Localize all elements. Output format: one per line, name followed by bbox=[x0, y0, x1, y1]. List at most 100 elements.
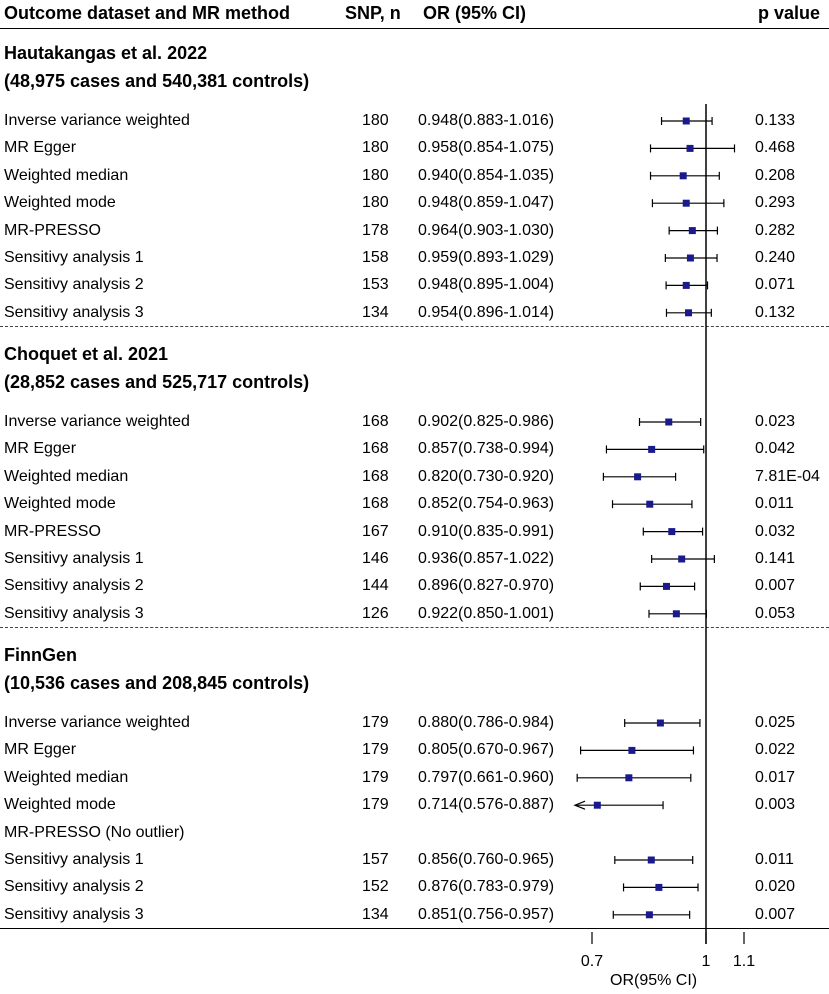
or-ci-text: 0.851(0.756-0.957) bbox=[418, 905, 555, 923]
header-rule bbox=[0, 28, 829, 29]
or-ci-text: 0.940(0.854-1.035) bbox=[418, 166, 555, 184]
bottom-rule bbox=[0, 928, 829, 929]
p-value: 0.007 bbox=[755, 577, 796, 595]
p-value: 0.208 bbox=[755, 166, 796, 184]
point-estimate bbox=[648, 445, 656, 453]
axis-tick-label: 0.7 bbox=[580, 953, 604, 970]
or-ci-text: 0.876(0.783-0.979) bbox=[418, 878, 555, 896]
method-label: MR Egger bbox=[4, 440, 77, 458]
group-subtitle: (28,852 cases and 525,717 controls) bbox=[4, 372, 310, 392]
p-value: 0.017 bbox=[755, 768, 796, 786]
header-or: OR (95% CI) bbox=[423, 3, 527, 23]
or-ci-text: 0.922(0.850-1.001) bbox=[418, 604, 555, 622]
method-label: Sensitivy analysis 1 bbox=[4, 550, 144, 567]
group-title: FinnGen bbox=[4, 645, 77, 665]
or-ci-text: 0.857(0.738-0.994) bbox=[418, 440, 555, 458]
point-estimate bbox=[645, 911, 653, 919]
p-value: 0.071 bbox=[755, 276, 796, 294]
method-label: Weighted median bbox=[4, 166, 129, 184]
method-label: Sensitivy analysis 2 bbox=[4, 878, 144, 896]
point-estimate bbox=[668, 528, 676, 536]
method-label: Sensitivy analysis 3 bbox=[4, 905, 144, 923]
point-estimate bbox=[685, 309, 693, 317]
method-label: Weighted mode bbox=[4, 194, 116, 212]
or-ci-text: 0.714(0.576-0.887) bbox=[418, 796, 555, 814]
point-estimate bbox=[682, 117, 690, 125]
p-value: 0.293 bbox=[755, 194, 796, 212]
snp-count: 157 bbox=[362, 851, 389, 868]
point-estimate bbox=[672, 610, 680, 618]
or-ci-text: 0.910(0.835-0.991) bbox=[418, 522, 555, 540]
p-value: 0.282 bbox=[755, 221, 796, 239]
method-label: MR-PRESSO bbox=[4, 221, 101, 239]
group-divider bbox=[0, 326, 829, 327]
or-ci-text: 0.958(0.854-1.075) bbox=[418, 139, 555, 157]
point-estimate bbox=[665, 418, 673, 426]
snp-count: 179 bbox=[362, 714, 389, 731]
group-divider bbox=[0, 627, 829, 628]
p-value: 0.133 bbox=[755, 112, 796, 129]
method-label: Weighted median bbox=[4, 768, 129, 786]
snp-count: 180 bbox=[362, 166, 389, 184]
truncation-arrow bbox=[573, 800, 586, 810]
point-estimate bbox=[662, 582, 670, 590]
snp-count: 168 bbox=[362, 413, 389, 430]
method-label: MR-PRESSO (No outlier) bbox=[4, 823, 185, 841]
or-ci-text: 0.954(0.896-1.014) bbox=[418, 303, 555, 321]
p-value: 0.022 bbox=[755, 741, 796, 759]
or-ci-text: 0.852(0.754-0.963) bbox=[418, 495, 555, 513]
snp-count: 180 bbox=[362, 139, 389, 157]
method-label: Inverse variance weighted bbox=[4, 714, 190, 731]
point-estimate bbox=[682, 281, 690, 289]
p-value: 0.023 bbox=[755, 413, 796, 430]
snp-count: 168 bbox=[362, 467, 389, 485]
or-ci-text: 0.856(0.760-0.965) bbox=[418, 851, 555, 868]
or-ci-text: 0.820(0.730-0.920) bbox=[418, 467, 555, 485]
method-label: Inverse variance weighted bbox=[4, 112, 190, 129]
method-label: Sensitivy analysis 2 bbox=[4, 276, 144, 294]
p-value: 7.81E-04 bbox=[755, 467, 820, 485]
point-estimate bbox=[628, 746, 636, 754]
p-value: 0.020 bbox=[755, 878, 796, 896]
snp-count: 158 bbox=[362, 249, 389, 266]
method-label: MR Egger bbox=[4, 139, 77, 157]
point-estimate bbox=[647, 856, 655, 864]
axis-tick-label: 1 bbox=[701, 953, 711, 970]
or-ci-text: 0.948(0.895-1.004) bbox=[418, 276, 555, 294]
method-label: Weighted median bbox=[4, 467, 129, 485]
snp-count: 180 bbox=[362, 112, 389, 129]
snp-count: 134 bbox=[362, 905, 389, 923]
method-label: Sensitivy analysis 1 bbox=[4, 851, 144, 868]
or-ci-text: 0.896(0.827-0.970) bbox=[418, 577, 555, 595]
method-label: Sensitivy analysis 2 bbox=[4, 577, 144, 595]
point-estimate bbox=[656, 719, 664, 727]
header-snp: SNP, n bbox=[345, 3, 401, 23]
or-ci-text: 0.902(0.825-0.986) bbox=[418, 413, 555, 430]
method-label: MR Egger bbox=[4, 741, 77, 759]
method-label: Weighted mode bbox=[4, 796, 116, 814]
p-value: 0.468 bbox=[755, 139, 796, 157]
snp-count: 168 bbox=[362, 440, 389, 458]
p-value: 0.042 bbox=[755, 440, 796, 458]
point-estimate bbox=[682, 199, 690, 207]
group-subtitle: (10,536 cases and 208,845 controls) bbox=[4, 673, 310, 693]
method-label: Inverse variance weighted bbox=[4, 413, 190, 430]
or-ci-text: 0.948(0.883-1.016) bbox=[418, 112, 555, 129]
snp-count: 179 bbox=[362, 741, 389, 759]
p-value: 0.132 bbox=[755, 303, 796, 321]
method-label: Weighted mode bbox=[4, 495, 116, 513]
point-estimate bbox=[686, 144, 694, 152]
snp-count: 168 bbox=[362, 495, 389, 513]
snp-count: 146 bbox=[362, 550, 389, 567]
point-estimate bbox=[688, 227, 696, 235]
snp-count: 179 bbox=[362, 768, 389, 786]
p-value: 0.053 bbox=[755, 604, 796, 622]
method-label: MR-PRESSO bbox=[4, 522, 101, 540]
axis-tick-label: 1.1 bbox=[732, 953, 756, 970]
or-ci-text: 0.964(0.903-1.030) bbox=[418, 221, 555, 239]
p-value: 0.011 bbox=[755, 495, 794, 513]
p-value: 0.007 bbox=[755, 905, 796, 923]
or-ci-text: 0.797(0.661-0.960) bbox=[418, 768, 555, 786]
point-estimate bbox=[634, 473, 642, 481]
method-label: Sensitivy analysis 3 bbox=[4, 303, 144, 321]
